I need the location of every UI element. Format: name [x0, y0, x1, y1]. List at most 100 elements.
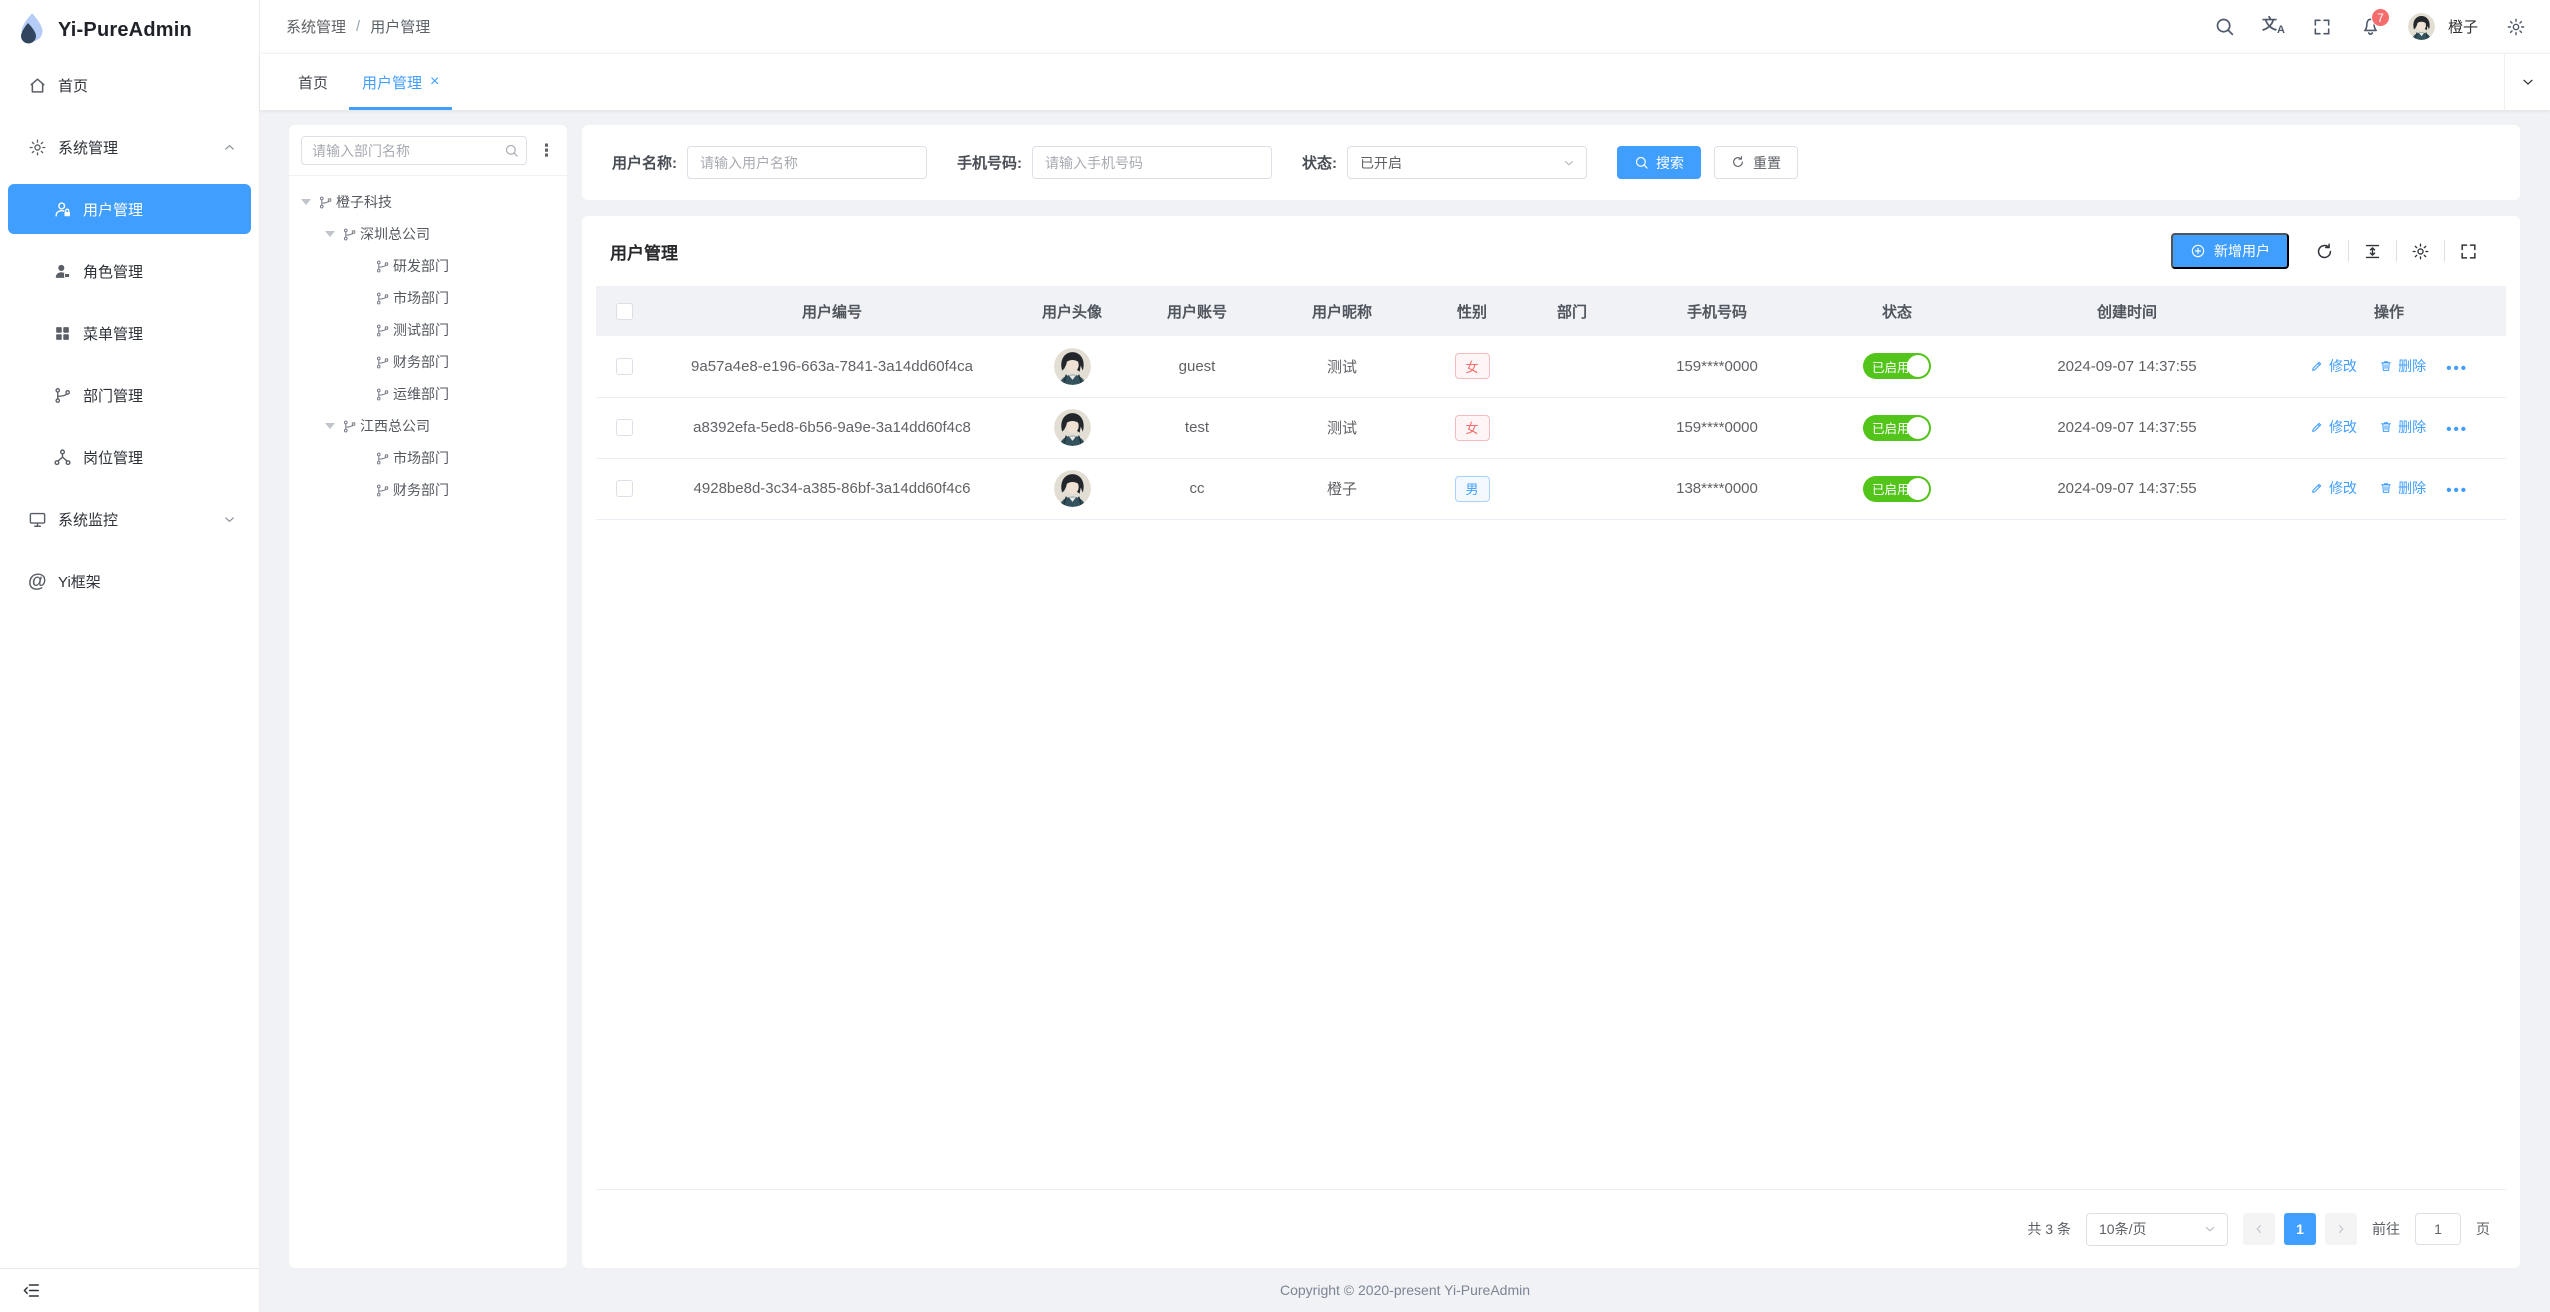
sidebar-item-posts[interactable]: 岗位管理 — [8, 432, 251, 482]
density-icon[interactable] — [2348, 240, 2396, 262]
sidebar-item-users[interactable]: 用户管理 — [8, 184, 251, 234]
status-toggle[interactable]: 已启用 — [1863, 353, 1931, 380]
branch-icon — [318, 195, 333, 210]
goto-page-input[interactable] — [2415, 1213, 2461, 1245]
breadcrumb-current: 用户管理 — [370, 19, 431, 36]
sidebar-menu: 首页 系统管理 用户管理 角色管理 菜单管理 部门管理 — [0, 60, 259, 1268]
tree-node[interactable]: 深圳总公司 — [289, 218, 567, 250]
caret-down-icon[interactable] — [301, 199, 311, 210]
delete-link[interactable]: 删除 — [2379, 417, 2426, 437]
goto-label: 前往 — [2372, 1221, 2400, 1237]
row-checkbox[interactable] — [615, 358, 633, 376]
branch-icon — [375, 291, 390, 306]
reset-button[interactable]: 重置 — [1714, 146, 1798, 179]
tree-more-menu-icon[interactable]: ⋮ — [538, 141, 555, 160]
tree-node[interactable]: 测试部门 — [289, 314, 567, 346]
search-icon[interactable] — [2214, 16, 2235, 37]
sidebar-group-system[interactable]: 系统管理 — [8, 122, 251, 172]
more-actions-icon[interactable]: ••• — [2446, 482, 2469, 499]
sidebar-group-monitor[interactable]: 系统监控 — [8, 494, 251, 544]
branch-icon — [342, 227, 357, 242]
tree-node[interactable]: 运维部门 — [289, 378, 567, 410]
cell-user-id: 9a57a4e8-e196-663a-7841-3a14dd60f4ca — [652, 336, 1012, 398]
main-area: 系统管理 / 用户管理 文A 7 橙子 首页 — [260, 0, 2550, 1312]
edit-link[interactable]: 修改 — [2310, 478, 2357, 498]
department-tree: 橙子科技 深圳总公司 研发部门 市场部门 测试部门 财务部门 运维部门 江西总公… — [289, 176, 567, 506]
row-checkbox[interactable] — [615, 419, 633, 437]
edit-link[interactable]: 修改 — [2310, 356, 2357, 376]
refresh-icon[interactable] — [2301, 240, 2348, 262]
tab-home[interactable]: 首页 — [298, 74, 329, 92]
search-button[interactable]: 搜索 — [1617, 146, 1701, 179]
fullscreen-icon[interactable] — [2444, 240, 2492, 262]
phone-filter-input[interactable] — [1032, 146, 1272, 179]
breadcrumb-parent[interactable]: 系统管理 — [286, 19, 347, 36]
select-all-checkbox[interactable] — [615, 302, 633, 320]
logo[interactable]: Yi-PureAdmin — [0, 0, 259, 60]
gender-tag: 女 — [1454, 414, 1490, 441]
cell-nickname: 测试 — [1262, 397, 1422, 459]
topbar: 系统管理 / 用户管理 文A 7 橙子 — [260, 0, 2550, 53]
bell-icon[interactable]: 7 — [2360, 8, 2390, 37]
more-actions-icon[interactable]: ••• — [2446, 359, 2469, 377]
table-row: 9a57a4e8-e196-663a-7841-3a14dd60f4ca gue… — [596, 336, 2506, 398]
cell-account: cc — [1132, 458, 1262, 520]
sidebar-item-home[interactable]: 首页 — [8, 60, 251, 110]
translate-icon[interactable]: 文A — [2262, 16, 2285, 36]
user-lock-icon — [53, 200, 72, 219]
caret-down-icon[interactable] — [325, 423, 335, 434]
status-toggle[interactable]: 已启用 — [1863, 475, 1931, 502]
home-icon — [28, 76, 47, 95]
status-toggle[interactable]: 已启用 — [1863, 414, 1931, 441]
tab-user-management[interactable]: 用户管理 × — [349, 54, 453, 110]
cell-dept — [1522, 336, 1622, 398]
tree-node[interactable]: 市场部门 — [289, 442, 567, 474]
add-user-button[interactable]: 新增用户 — [2171, 233, 2289, 269]
grid-icon — [53, 324, 72, 343]
status-filter-select[interactable]: 已开启 — [1347, 146, 1587, 179]
tree-node[interactable]: 财务部门 — [289, 346, 567, 378]
sidebar-item-menus[interactable]: 菜单管理 — [8, 308, 251, 358]
fullscreen-icon[interactable] — [2312, 16, 2333, 37]
department-tree-panel: ⋮ 橙子科技 深圳总公司 研发部门 市场部门 测试部门 财务部门 运维部门 江西… — [289, 125, 567, 1268]
page-size-select[interactable]: 10条/页 — [2086, 1212, 2228, 1246]
search-icon — [504, 143, 519, 158]
close-icon[interactable]: × — [430, 73, 440, 90]
cell-dept — [1522, 397, 1622, 459]
page-number-button[interactable]: 1 — [2284, 1213, 2316, 1245]
table-row: 4928be8d-3c34-a385-86bf-3a14dd60f4c6 cc … — [596, 458, 2506, 520]
more-actions-icon[interactable]: ••• — [2446, 421, 2469, 438]
username-filter-input[interactable] — [687, 146, 927, 179]
tabbar: 首页 用户管理 × — [260, 53, 2550, 110]
username-label[interactable]: 橙子 — [2447, 19, 2478, 36]
tree-node[interactable]: 研发部门 — [289, 250, 567, 282]
prev-page-button[interactable] — [2243, 1213, 2275, 1245]
collapse-sidebar-icon[interactable] — [22, 1281, 41, 1300]
table-toolbar: 新增用户 — [2171, 233, 2492, 269]
department-search-input[interactable] — [301, 136, 527, 165]
settings-gear-icon[interactable] — [2505, 16, 2526, 37]
edit-link[interactable]: 修改 — [2310, 417, 2357, 437]
caret-down-icon[interactable] — [325, 231, 335, 242]
tree-node[interactable]: 江西总公司 — [289, 410, 567, 442]
avatar — [1054, 348, 1091, 385]
next-page-button[interactable] — [2325, 1213, 2357, 1245]
row-checkbox[interactable] — [615, 480, 633, 498]
pagination-total: 共 3 条 — [2027, 1221, 2071, 1237]
delete-link[interactable]: 删除 — [2379, 356, 2426, 376]
sidebar: Yi-PureAdmin 首页 系统管理 用户管理 角色管理 菜 — [0, 0, 260, 1312]
avatar — [1054, 409, 1091, 446]
delete-link[interactable]: 删除 — [2379, 478, 2426, 498]
sidebar-item-framework[interactable]: @ Yi框架 — [28, 570, 101, 592]
topbar-actions: 文A 7 橙子 — [2214, 8, 2526, 40]
sidebar-item-roles[interactable]: 角色管理 — [8, 246, 251, 296]
table-header-row: 用户编号 用户头像 用户账号 用户昵称 性别 部门 手机号码 状态 创建时间 — [596, 286, 2506, 336]
sidebar-bottom-bar — [0, 1268, 259, 1312]
sidebar-item-departments[interactable]: 部门管理 — [8, 370, 251, 420]
tree-node[interactable]: 财务部门 — [289, 474, 567, 506]
tab-options-dropdown[interactable] — [2504, 54, 2550, 110]
column-settings-icon[interactable] — [2396, 240, 2444, 262]
user-avatar[interactable] — [2408, 13, 2435, 40]
tree-node[interactable]: 橙子科技 — [289, 186, 567, 218]
tree-node[interactable]: 市场部门 — [289, 282, 567, 314]
